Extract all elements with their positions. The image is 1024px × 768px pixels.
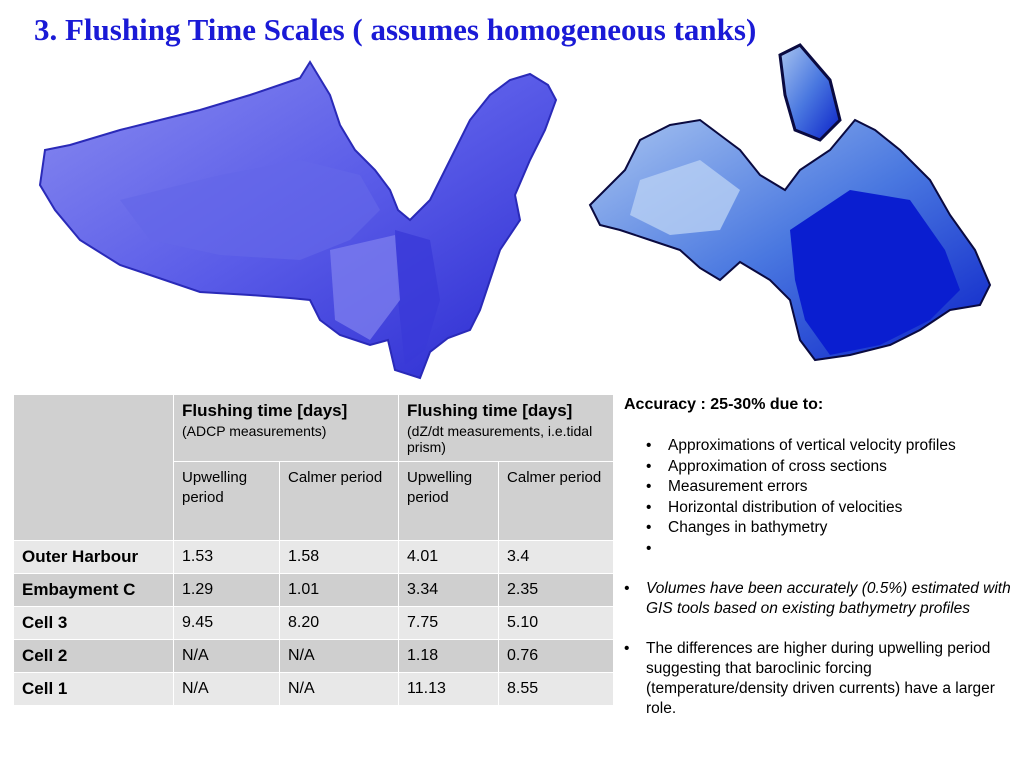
bathymetry-3d-maps (38, 43, 992, 380)
list-item: Measurement errors (624, 477, 1016, 498)
accuracy-reasons-list: Approximations of vertical velocity prof… (624, 436, 1016, 559)
subheader-cell: Upwelling period (398, 461, 500, 541)
table-cell: 5.10 (498, 606, 615, 640)
table-cell: 1.58 (278, 540, 400, 574)
header-adcp-subtitle: (ADCP measurements) (182, 423, 327, 439)
list-item: Changes in bathymetry (624, 518, 1016, 539)
differences-remark: The differences are higher during upwell… (624, 639, 1016, 719)
table-cell: 11.13 (398, 672, 500, 706)
list-item: Approximation of cross sections (624, 457, 1016, 478)
subheader-cell: Calmer period (498, 461, 615, 541)
header-adcp-title: Flushing time [days] (182, 401, 348, 420)
list-item: Approximations of vertical velocity prof… (624, 436, 1016, 457)
row-label: Outer Harbour (13, 540, 174, 574)
header-dzdt: Flushing time [days] (dZ/dt measurements… (398, 394, 615, 462)
header-adcp: Flushing time [days] (ADCP measurements) (172, 394, 400, 462)
row-label: Cell 3 (13, 606, 174, 640)
header-dzdt-title: Flushing time [days] (407, 401, 573, 420)
table-cell: 0.76 (498, 639, 615, 673)
table-cell: N/A (173, 672, 280, 706)
harbour-bathymetry-model-left (38, 60, 558, 380)
flushing-time-table: Flushing time [days] (ADCP measurements)… (13, 394, 615, 706)
list-item: Horizontal distribution of velocities (624, 498, 1016, 519)
table-cell: 7.75 (398, 606, 500, 640)
table-cell: N/A (278, 672, 400, 706)
table-cell: 4.01 (398, 540, 500, 574)
table-row: Embayment C 1.29 1.01 3.34 2.35 (13, 573, 615, 607)
table-cell: 1.29 (173, 573, 280, 607)
table-cell: 3.34 (398, 573, 500, 607)
table-cell: N/A (278, 639, 400, 673)
volumes-remark: Volumes have been accurately (0.5%) esti… (624, 579, 1016, 619)
header-dzdt-subtitle: (dZ/dt measurements, i.e.tidal prism) (407, 423, 593, 455)
notes-panel: Accuracy : 25-30% due to: Approximations… (624, 396, 1016, 719)
table-row: Cell 2 N/A N/A 1.18 0.76 (13, 639, 615, 673)
subheader-cell: Upwelling period (173, 461, 280, 541)
cell-bathymetry-model-right (588, 43, 992, 362)
row-label: Embayment C (13, 573, 174, 607)
row-label: Cell 1 (13, 672, 174, 706)
table-cell: 8.55 (498, 672, 615, 706)
accuracy-heading: Accuracy : 25-30% due to: (624, 396, 824, 413)
table-cell: 9.45 (173, 606, 280, 640)
table-cell: 3.4 (498, 540, 615, 574)
table-row: Cell 3 9.45 8.20 7.75 5.10 (13, 606, 615, 640)
table-cell: 1.18 (398, 639, 500, 673)
table-cell: 1.01 (278, 573, 400, 607)
subheader-cell: Calmer period (278, 461, 400, 541)
table-row: Outer Harbour 1.53 1.58 4.01 3.4 (13, 540, 615, 574)
table-corner-cell (13, 394, 174, 541)
table-cell: N/A (173, 639, 280, 673)
table-cell: 8.20 (278, 606, 400, 640)
list-item (624, 539, 1016, 560)
slide-title: 3. Flushing Time Scales ( assumes homoge… (34, 12, 757, 47)
table-cell: 1.53 (173, 540, 280, 574)
table-cell: 2.35 (498, 573, 615, 607)
remarks-list: Volumes have been accurately (0.5%) esti… (624, 579, 1016, 719)
row-label: Cell 2 (13, 639, 174, 673)
table-row: Cell 1 N/A N/A 11.13 8.55 (13, 672, 615, 706)
